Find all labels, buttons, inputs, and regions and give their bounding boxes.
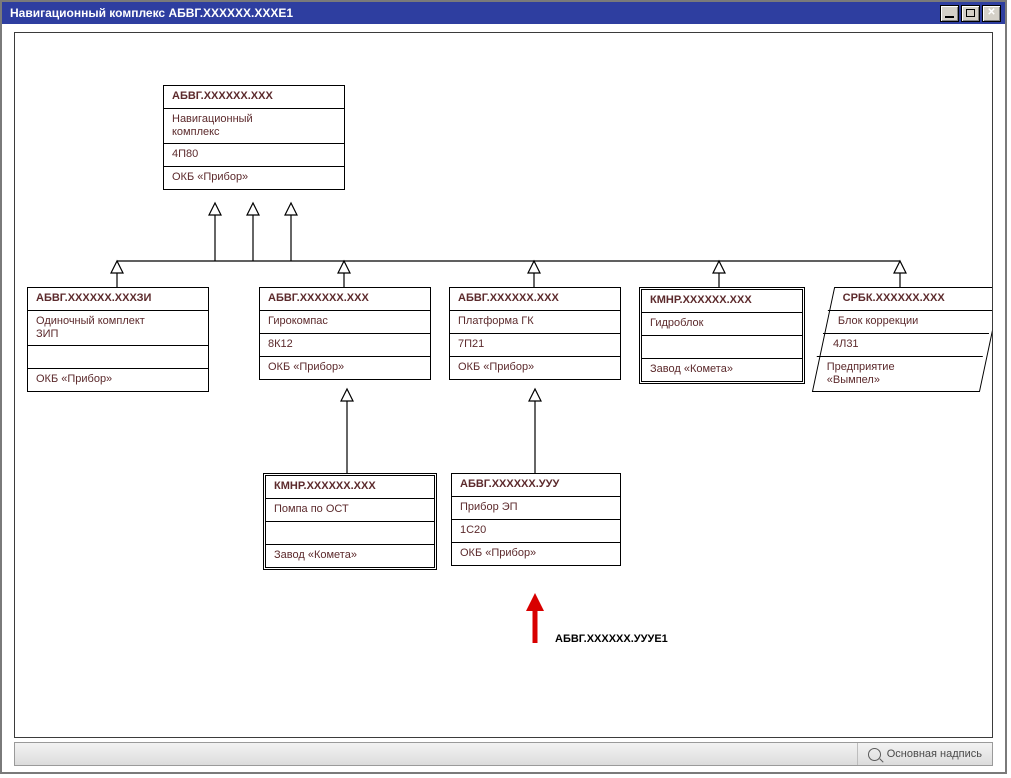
node-row: АБВГ.ХХХХХХ.ХХХ <box>260 288 430 310</box>
diagram-stage: АБВГ.ХХХХХХ.ХХХНавигационныйкомплекс4П80… <box>15 33 992 737</box>
node-row: Гирокомпас <box>260 310 430 333</box>
node-row: ОКБ «Прибор» <box>452 542 620 565</box>
node-row: АБВГ.ХХХХХХ.УУУ <box>452 474 620 496</box>
statusbar-label: Основная надпись <box>887 748 982 760</box>
node-row: КМНР.ХХХХХХ.ХХХ <box>642 290 802 312</box>
diagram-node-zip[interactable]: АБВГ.ХХХХХХ.ХХХЗИОдиночный комплектЗИП О… <box>27 287 209 392</box>
node-row: АБВГ.ХХХХХХ.ХХХЗИ <box>28 288 208 310</box>
node-row: ОКБ «Прибор» <box>260 356 430 379</box>
node-row: Платформа ГК <box>450 310 620 333</box>
node-row: 7П21 <box>450 333 620 356</box>
node-row: АБВГ.ХХХХХХ.ХХХ <box>450 288 620 310</box>
diagram-node-platform[interactable]: АБВГ.ХХХХХХ.ХХХПлатформа ГК7П21ОКБ «Приб… <box>449 287 621 380</box>
node-row: Прибор ЭП <box>452 496 620 519</box>
callout-label: АБВГ.ХХХХХХ.УУУЕ1 <box>555 633 668 645</box>
titlebar: Навигационный комплекс АБВГ.ХХХХХХ.ХХХЕ1… <box>2 2 1005 24</box>
node-row <box>28 345 208 368</box>
maximize-button[interactable] <box>961 5 980 22</box>
node-row: 4П80 <box>164 143 344 166</box>
node-row: ОКБ «Прибор» <box>28 368 208 391</box>
magnifier-icon <box>868 748 881 761</box>
node-row: 4Л31 <box>823 333 989 356</box>
diagram-node-hydro[interactable]: КМНР.ХХХХХХ.ХХХГидроблок Завод «Комета» <box>639 287 805 384</box>
diagram-node-root[interactable]: АБВГ.ХХХХХХ.ХХХНавигационныйкомплекс4П80… <box>163 85 345 190</box>
node-row: Помпа по ОСТ <box>266 498 434 521</box>
node-row: Гидроблок <box>642 312 802 335</box>
node-row: Завод «Комета» <box>266 544 434 567</box>
diagram-node-gyro[interactable]: АБВГ.ХХХХХХ.ХХХГирокомпас8К12ОКБ «Прибор… <box>259 287 431 380</box>
window-controls: ✕ <box>940 5 1001 22</box>
node-row: 1С20 <box>452 519 620 542</box>
node-row: ОКБ «Прибор» <box>164 166 344 189</box>
node-row <box>266 521 434 544</box>
diagram-node-corr[interactable]: СРБК.ХХХХХХ.ХХХБлок коррекции4Л31Предпри… <box>823 287 991 392</box>
node-row: 8К12 <box>260 333 430 356</box>
statusbar: Основная надпись <box>14 742 993 766</box>
app-window: Навигационный комплекс АБВГ.ХХХХХХ.ХХХЕ1… <box>0 0 1007 774</box>
node-row <box>642 335 802 358</box>
node-row: Одиночный комплектЗИП <box>28 310 208 345</box>
node-row: Блок коррекции <box>828 310 993 333</box>
window-title: Навигационный комплекс АБВГ.ХХХХХХ.ХХХЕ1 <box>10 6 293 20</box>
diagram-canvas[interactable]: АБВГ.ХХХХХХ.ХХХНавигационныйкомплекс4П80… <box>14 32 993 738</box>
diagram-node-pump[interactable]: КМНР.ХХХХХХ.ХХХПомпа по ОСТ Завод «Комет… <box>263 473 437 570</box>
close-button[interactable]: ✕ <box>982 5 1001 22</box>
statusbar-label-region[interactable]: Основная надпись <box>857 743 992 765</box>
node-row: Завод «Комета» <box>642 358 802 381</box>
node-row: СРБК.ХХХХХХ.ХХХ <box>833 288 993 310</box>
statusbar-spacer <box>15 743 857 765</box>
node-row: КМНР.ХХХХХХ.ХХХ <box>266 476 434 498</box>
node-row: Предприятие«Вымпел» <box>817 356 983 391</box>
node-row: Навигационныйкомплекс <box>164 108 344 143</box>
diagram-node-ep[interactable]: АБВГ.ХХХХХХ.УУУПрибор ЭП1С20ОКБ «Прибор» <box>451 473 621 566</box>
minimize-button[interactable] <box>940 5 959 22</box>
node-row: АБВГ.ХХХХХХ.ХХХ <box>164 86 344 108</box>
node-row: ОКБ «Прибор» <box>450 356 620 379</box>
